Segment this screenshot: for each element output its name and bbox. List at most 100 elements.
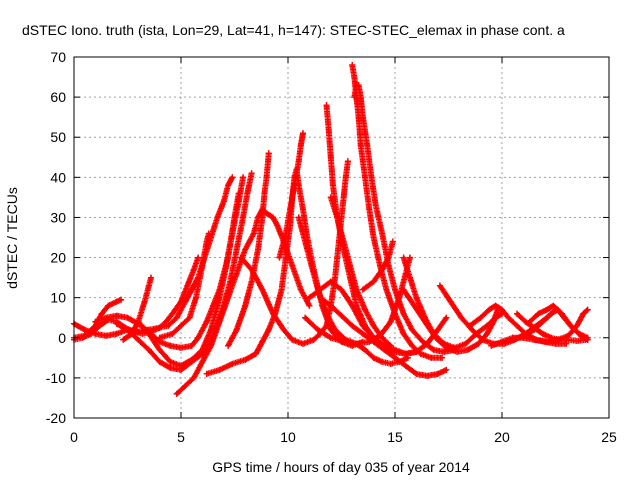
- y-tick-label: 40: [50, 169, 66, 185]
- data-point: [287, 206, 294, 213]
- data-point: [424, 372, 431, 379]
- data-point: [327, 302, 334, 309]
- data-point: [203, 238, 210, 245]
- data-point: [327, 154, 334, 161]
- data-point: [469, 326, 476, 333]
- y-tick-label: -10: [46, 370, 66, 386]
- data-point: [443, 314, 450, 321]
- data-point: [338, 286, 345, 293]
- data-point: [244, 190, 251, 197]
- data-point: [357, 142, 364, 149]
- data-point: [389, 238, 396, 245]
- data-series: [225, 150, 272, 349]
- data-point: [295, 158, 302, 165]
- y-tick-label: 50: [50, 129, 66, 145]
- data-point: [255, 246, 262, 253]
- data-point: [306, 254, 313, 261]
- data-point: [484, 330, 491, 337]
- data-point: [240, 174, 247, 181]
- data-point: [355, 82, 362, 89]
- data-point: [392, 348, 398, 355]
- data-point: [368, 174, 375, 181]
- data-point: [351, 94, 358, 101]
- data-point: [186, 314, 193, 321]
- data-point: [299, 340, 306, 347]
- data-point: [392, 286, 398, 293]
- data-point: [216, 366, 223, 373]
- y-tick-label: -20: [46, 410, 66, 426]
- y-axis-label: dSTEC / TECUs: [4, 187, 20, 289]
- data-point: [124, 314, 131, 321]
- data-point: [347, 262, 354, 269]
- data-point: [229, 360, 236, 367]
- data-point: [344, 158, 351, 165]
- data-point: [332, 274, 339, 281]
- data-point: [424, 340, 431, 347]
- x-tick-label: 10: [280, 429, 296, 445]
- data-point: [569, 324, 576, 331]
- data-point: [265, 150, 272, 157]
- data-point: [543, 306, 550, 313]
- y-tick-label: 0: [58, 330, 66, 346]
- data-point: [113, 298, 120, 305]
- data-point: [548, 334, 555, 341]
- data-point: [265, 326, 272, 333]
- y-tick-label: 30: [50, 209, 66, 225]
- data-point: [195, 334, 202, 341]
- data-point: [242, 356, 249, 363]
- data-point: [578, 332, 585, 339]
- data-point: [178, 322, 184, 329]
- data-series: [113, 170, 255, 373]
- data-point: [233, 270, 240, 277]
- data-point: [231, 214, 238, 221]
- data-point: [190, 266, 197, 273]
- data-point: [353, 340, 360, 347]
- data-point: [270, 214, 277, 221]
- data-point: [370, 322, 377, 329]
- data-point: [263, 174, 270, 181]
- x-axis-label: GPS time / hours of day 035 of year 2014: [212, 459, 470, 475]
- data-point: [526, 318, 533, 325]
- data-point: [299, 130, 306, 137]
- data-point: [417, 350, 424, 357]
- data-point: [240, 214, 247, 221]
- data-point: [366, 206, 373, 213]
- data-point: [252, 350, 259, 357]
- axis-layer: 0 5 10 15 20 25 -20 -10 0 10 20 30 40 50 60 70: [46, 49, 617, 445]
- data-point: [242, 302, 249, 309]
- data-point: [178, 362, 184, 369]
- data-point: [338, 312, 345, 319]
- data-point: [379, 230, 386, 237]
- data-point: [278, 286, 285, 293]
- x-tick-label: 25: [601, 429, 617, 445]
- data-point: [359, 286, 366, 293]
- data-point: [317, 286, 324, 293]
- data-point: [79, 334, 86, 341]
- data-point: [402, 350, 409, 357]
- x-tick-label: 0: [70, 429, 78, 445]
- data-point: [156, 334, 163, 341]
- data-point: [156, 346, 163, 353]
- data-point: [565, 336, 572, 343]
- data-point: [443, 366, 450, 373]
- data-series: [135, 190, 242, 369]
- data-point: [216, 294, 223, 301]
- data-point: [225, 254, 232, 261]
- data-series: [317, 294, 450, 379]
- data-point: [98, 310, 105, 317]
- data-point: [475, 340, 482, 347]
- data-point: [167, 358, 174, 365]
- data-point: [342, 174, 349, 181]
- data-point: [520, 334, 527, 341]
- data-point: [199, 262, 206, 269]
- data-point: [561, 314, 568, 321]
- data-point: [203, 318, 210, 325]
- data-point: [306, 302, 313, 309]
- data-point: [428, 354, 435, 361]
- data-point: [370, 354, 377, 361]
- data-point: [325, 126, 332, 133]
- data-point: [359, 330, 366, 337]
- data-point: [225, 342, 232, 349]
